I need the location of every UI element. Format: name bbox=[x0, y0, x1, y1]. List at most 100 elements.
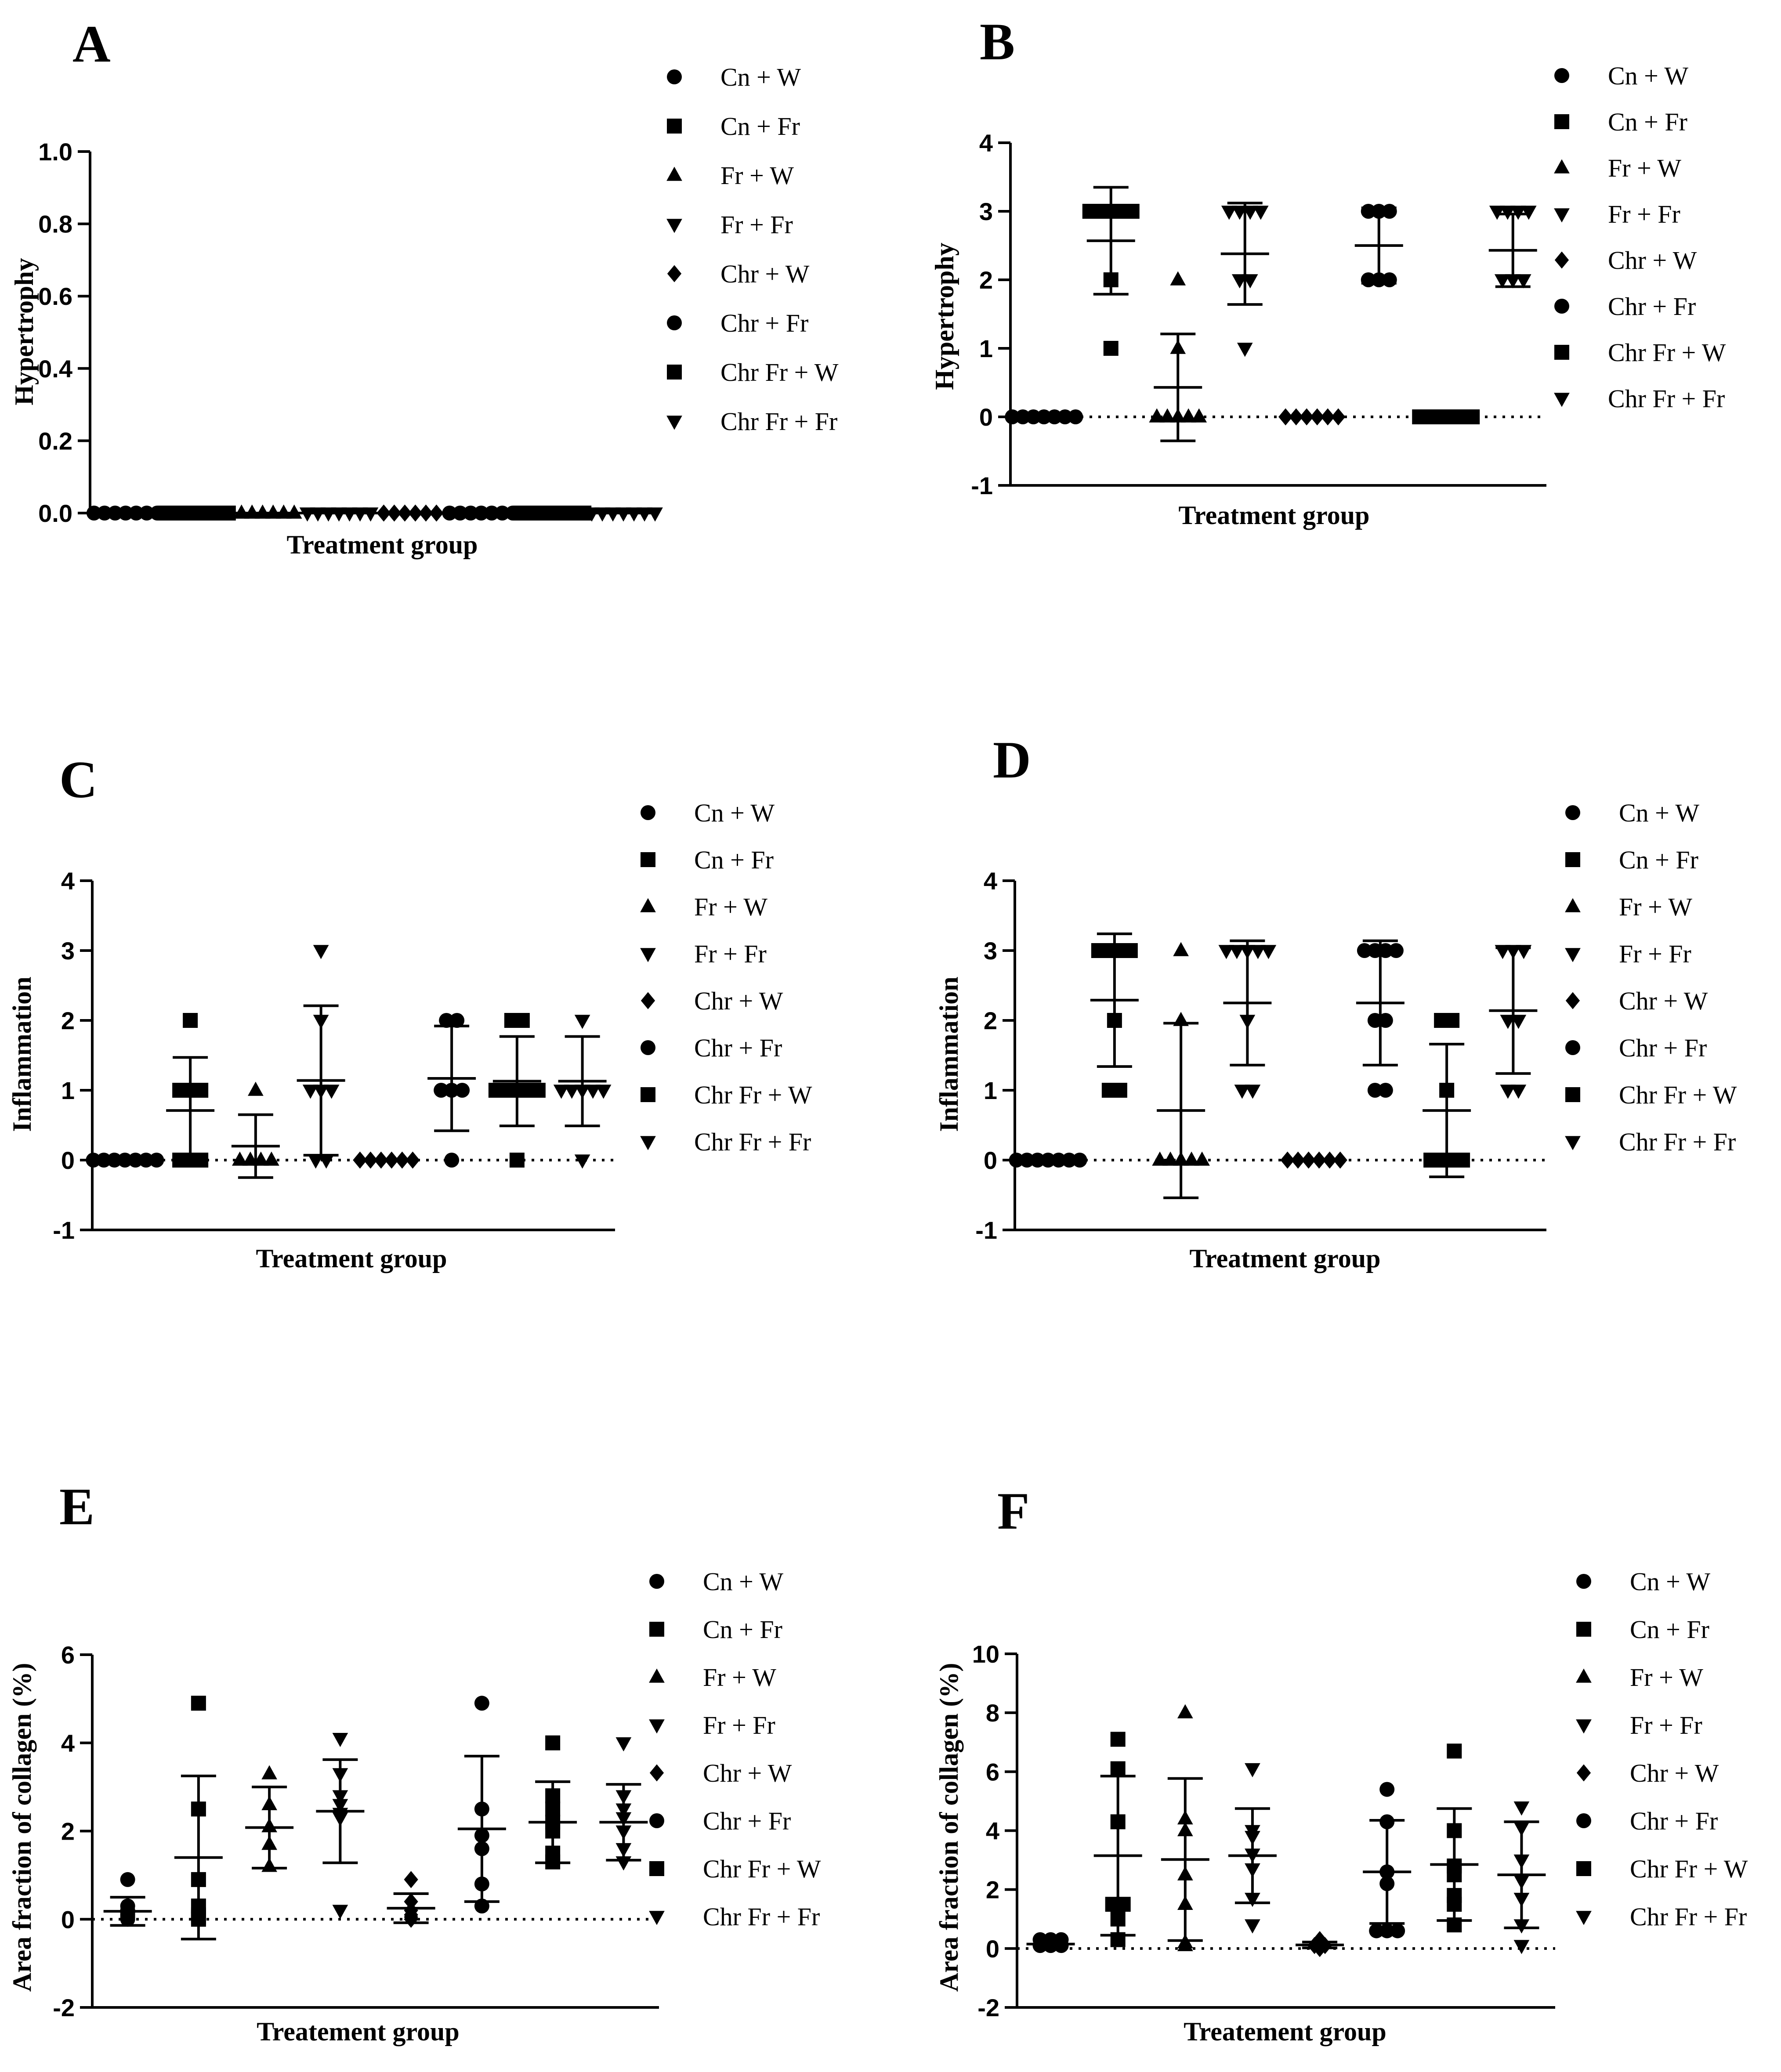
data-point bbox=[1513, 1801, 1530, 1816]
y-tick-label: 3 bbox=[979, 198, 993, 225]
data-point bbox=[429, 504, 444, 522]
data-point bbox=[128, 506, 144, 521]
y-tick-label: 4 bbox=[986, 1817, 999, 1845]
y-tick-label: 4 bbox=[61, 1729, 75, 1757]
data-point bbox=[1447, 1743, 1462, 1759]
y-axis-title: Hypertrophy bbox=[10, 258, 39, 405]
data-point bbox=[509, 1153, 525, 1168]
y-tick-label: -1 bbox=[53, 1216, 75, 1244]
y-tick-label: -2 bbox=[977, 1994, 999, 2021]
data-point bbox=[1382, 204, 1397, 219]
y-tick-label: 2 bbox=[61, 1818, 75, 1845]
data-point bbox=[398, 504, 412, 522]
legend-label: Chr + W bbox=[703, 1759, 792, 1787]
legend-label: Chr Fr + W bbox=[1619, 1081, 1737, 1109]
legend-label: Chr Fr + W bbox=[703, 1855, 821, 1883]
data-point bbox=[118, 506, 133, 521]
data-point bbox=[149, 1153, 164, 1168]
data-point bbox=[1005, 409, 1020, 424]
data-point bbox=[286, 504, 302, 519]
legend-label: Chr + W bbox=[720, 260, 810, 288]
data-point bbox=[605, 507, 621, 522]
data-point bbox=[1510, 1015, 1527, 1029]
data-point bbox=[244, 504, 260, 519]
series-group bbox=[1152, 942, 1210, 1199]
series-group bbox=[1005, 409, 1083, 424]
y-tick-label: 4 bbox=[979, 129, 993, 157]
legend-label: Cn + Fr bbox=[1608, 108, 1687, 136]
data-point bbox=[107, 506, 123, 521]
series-group bbox=[174, 1696, 223, 1941]
data-point bbox=[1026, 409, 1041, 424]
legend-marker bbox=[1576, 1574, 1591, 1589]
data-point bbox=[191, 1696, 206, 1711]
data-point bbox=[1170, 271, 1186, 286]
y-tick-label: 0.8 bbox=[38, 210, 72, 238]
y-tick-label: 3 bbox=[984, 937, 997, 965]
data-point bbox=[193, 1083, 209, 1098]
series-group bbox=[233, 504, 302, 519]
data-point bbox=[1367, 1013, 1383, 1028]
data-point bbox=[574, 1154, 590, 1169]
data-point bbox=[1242, 206, 1258, 220]
data-point bbox=[404, 1871, 418, 1888]
legend-label: Chr + Fr bbox=[720, 309, 808, 337]
data-point bbox=[275, 504, 292, 519]
data-point bbox=[1500, 1015, 1516, 1029]
legend-marker bbox=[1565, 1087, 1580, 1102]
series-group bbox=[245, 1765, 294, 1872]
data-point bbox=[455, 1083, 470, 1098]
panel-letter: F bbox=[997, 1482, 1029, 1540]
data-point bbox=[139, 506, 154, 521]
legend-marker bbox=[641, 1087, 655, 1102]
legend-marker bbox=[666, 166, 682, 181]
data-point bbox=[637, 507, 652, 522]
data-point bbox=[1312, 1151, 1326, 1169]
data-point bbox=[1112, 1083, 1127, 1098]
data-point bbox=[474, 506, 489, 521]
series-group bbox=[166, 1013, 215, 1168]
data-point bbox=[574, 1015, 590, 1029]
data-point bbox=[1310, 408, 1325, 426]
legend-label: Chr + W bbox=[694, 987, 783, 1015]
legend-label: Cn + Fr bbox=[1630, 1615, 1709, 1644]
data-point bbox=[1367, 1083, 1383, 1098]
data-point bbox=[310, 507, 326, 522]
legend: Cn + W Cn + Fr Fr + W Fr + Fr Chr + W Chr + F… bbox=[1565, 799, 1737, 1156]
data-point bbox=[1221, 206, 1237, 220]
legend-marker bbox=[640, 948, 656, 962]
series-group bbox=[599, 1737, 648, 1871]
data-point bbox=[1455, 1153, 1470, 1168]
legend-label: Fr + Fr bbox=[1619, 940, 1691, 968]
legend: Cn + W Cn + Fr Fr + W Fr + Fr Chr + W Chr + F… bbox=[1576, 1567, 1748, 1931]
data-point bbox=[439, 1013, 454, 1028]
legend-marker bbox=[1554, 345, 1569, 360]
legend-label: Chr + Fr bbox=[1619, 1034, 1707, 1062]
panel-letter: D bbox=[993, 730, 1031, 789]
data-point bbox=[1068, 409, 1083, 424]
legend-marker bbox=[640, 898, 656, 912]
legend-label: Chr Fr + Fr bbox=[1630, 1902, 1747, 1931]
data-point bbox=[1333, 1151, 1347, 1169]
y-tick-label: 1 bbox=[984, 1077, 997, 1104]
data-point bbox=[265, 504, 281, 519]
y-tick-label: -2 bbox=[53, 1994, 75, 2021]
legend-label: Chr Fr + Fr bbox=[1619, 1128, 1736, 1156]
legend-label: Fr + Fr bbox=[703, 1711, 775, 1739]
y-tick-label: 6 bbox=[986, 1758, 999, 1786]
series-group bbox=[231, 1081, 280, 1179]
legend-label: Cn + W bbox=[720, 63, 801, 91]
data-point bbox=[545, 1735, 561, 1750]
data-point bbox=[1510, 1085, 1527, 1099]
x-axis-title: Treatment group bbox=[256, 1244, 447, 1273]
data-point bbox=[353, 1151, 367, 1169]
data-point bbox=[331, 507, 347, 522]
data-point bbox=[1382, 272, 1397, 287]
data-point bbox=[1030, 1153, 1045, 1168]
legend-label: Fr + Fr bbox=[694, 940, 767, 968]
legend-marker bbox=[667, 315, 682, 330]
legend-label: Chr + W bbox=[1619, 987, 1708, 1015]
x-axis-title: Treatment group bbox=[287, 530, 478, 559]
data-point bbox=[233, 504, 250, 519]
legend-marker bbox=[1576, 1668, 1592, 1683]
